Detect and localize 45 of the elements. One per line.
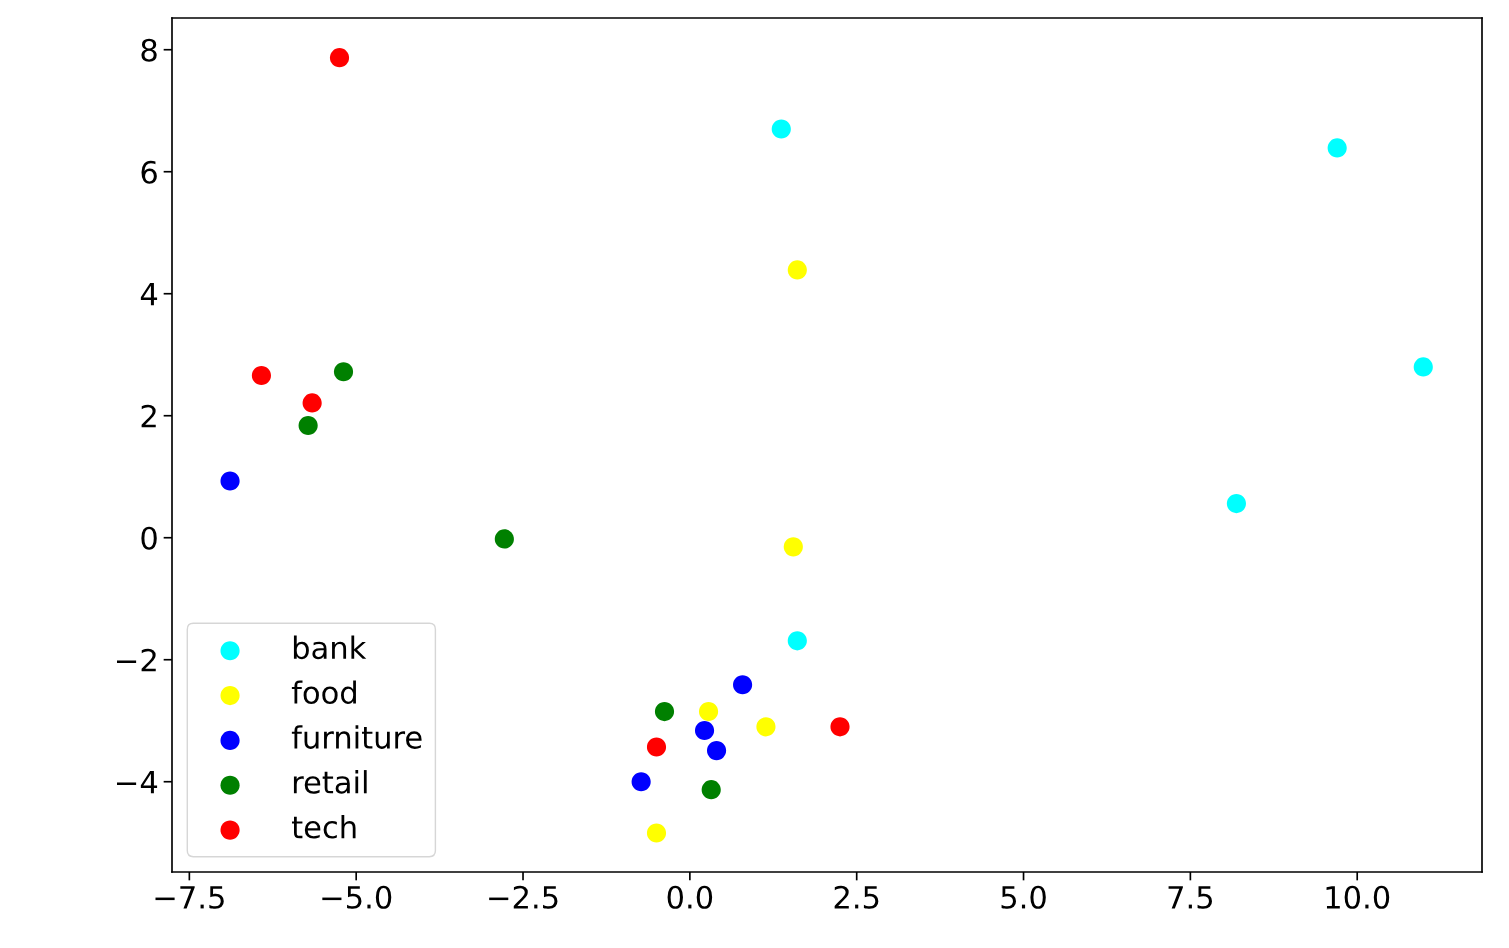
point <box>302 393 322 413</box>
legend-label: tech <box>291 814 356 839</box>
x-tick-label: −5.0 <box>322 885 392 909</box>
x-tick-label: 5.0 <box>1001 885 1046 909</box>
point <box>694 720 715 741</box>
x-tick-label: 10.0 <box>1326 885 1390 909</box>
point <box>787 631 807 651</box>
point <box>646 823 667 843</box>
x-tick-label: −7.5 <box>155 886 224 909</box>
y-tick-label: 6 <box>141 160 157 184</box>
point <box>787 260 807 280</box>
point <box>646 737 667 757</box>
point <box>220 471 240 491</box>
x-tick-label: 2.5 <box>834 885 879 909</box>
point <box>298 415 318 436</box>
point <box>1226 493 1246 514</box>
x-tick-label: 7.5 <box>1168 886 1212 909</box>
point <box>494 529 514 549</box>
y-tick-label: 4 <box>140 283 158 306</box>
point <box>733 675 753 695</box>
point <box>756 717 776 737</box>
point <box>329 48 350 68</box>
legend-label: retail <box>293 770 367 794</box>
y-tick-label: 8 <box>141 38 157 62</box>
point <box>698 702 719 722</box>
point <box>771 119 791 139</box>
legend-label: food <box>291 680 356 705</box>
y-tick-label: −2 <box>117 648 156 672</box>
point <box>830 717 850 737</box>
point <box>701 780 721 800</box>
point <box>654 702 675 722</box>
y-tick-label: 0 <box>141 526 157 550</box>
point <box>1413 357 1433 377</box>
point <box>783 537 803 557</box>
point <box>706 741 727 761</box>
legend-label: furniture <box>291 725 422 749</box>
legend-label: bank <box>293 635 367 660</box>
point <box>251 365 271 386</box>
y-tick-label: −4 <box>117 771 158 794</box>
y-tick-label: 2 <box>141 404 156 428</box>
point <box>631 772 651 792</box>
x-tick-label: −2.5 <box>489 885 558 909</box>
point <box>1327 138 1347 158</box>
point <box>333 362 354 382</box>
x-tick-label: 0.0 <box>667 885 713 909</box>
